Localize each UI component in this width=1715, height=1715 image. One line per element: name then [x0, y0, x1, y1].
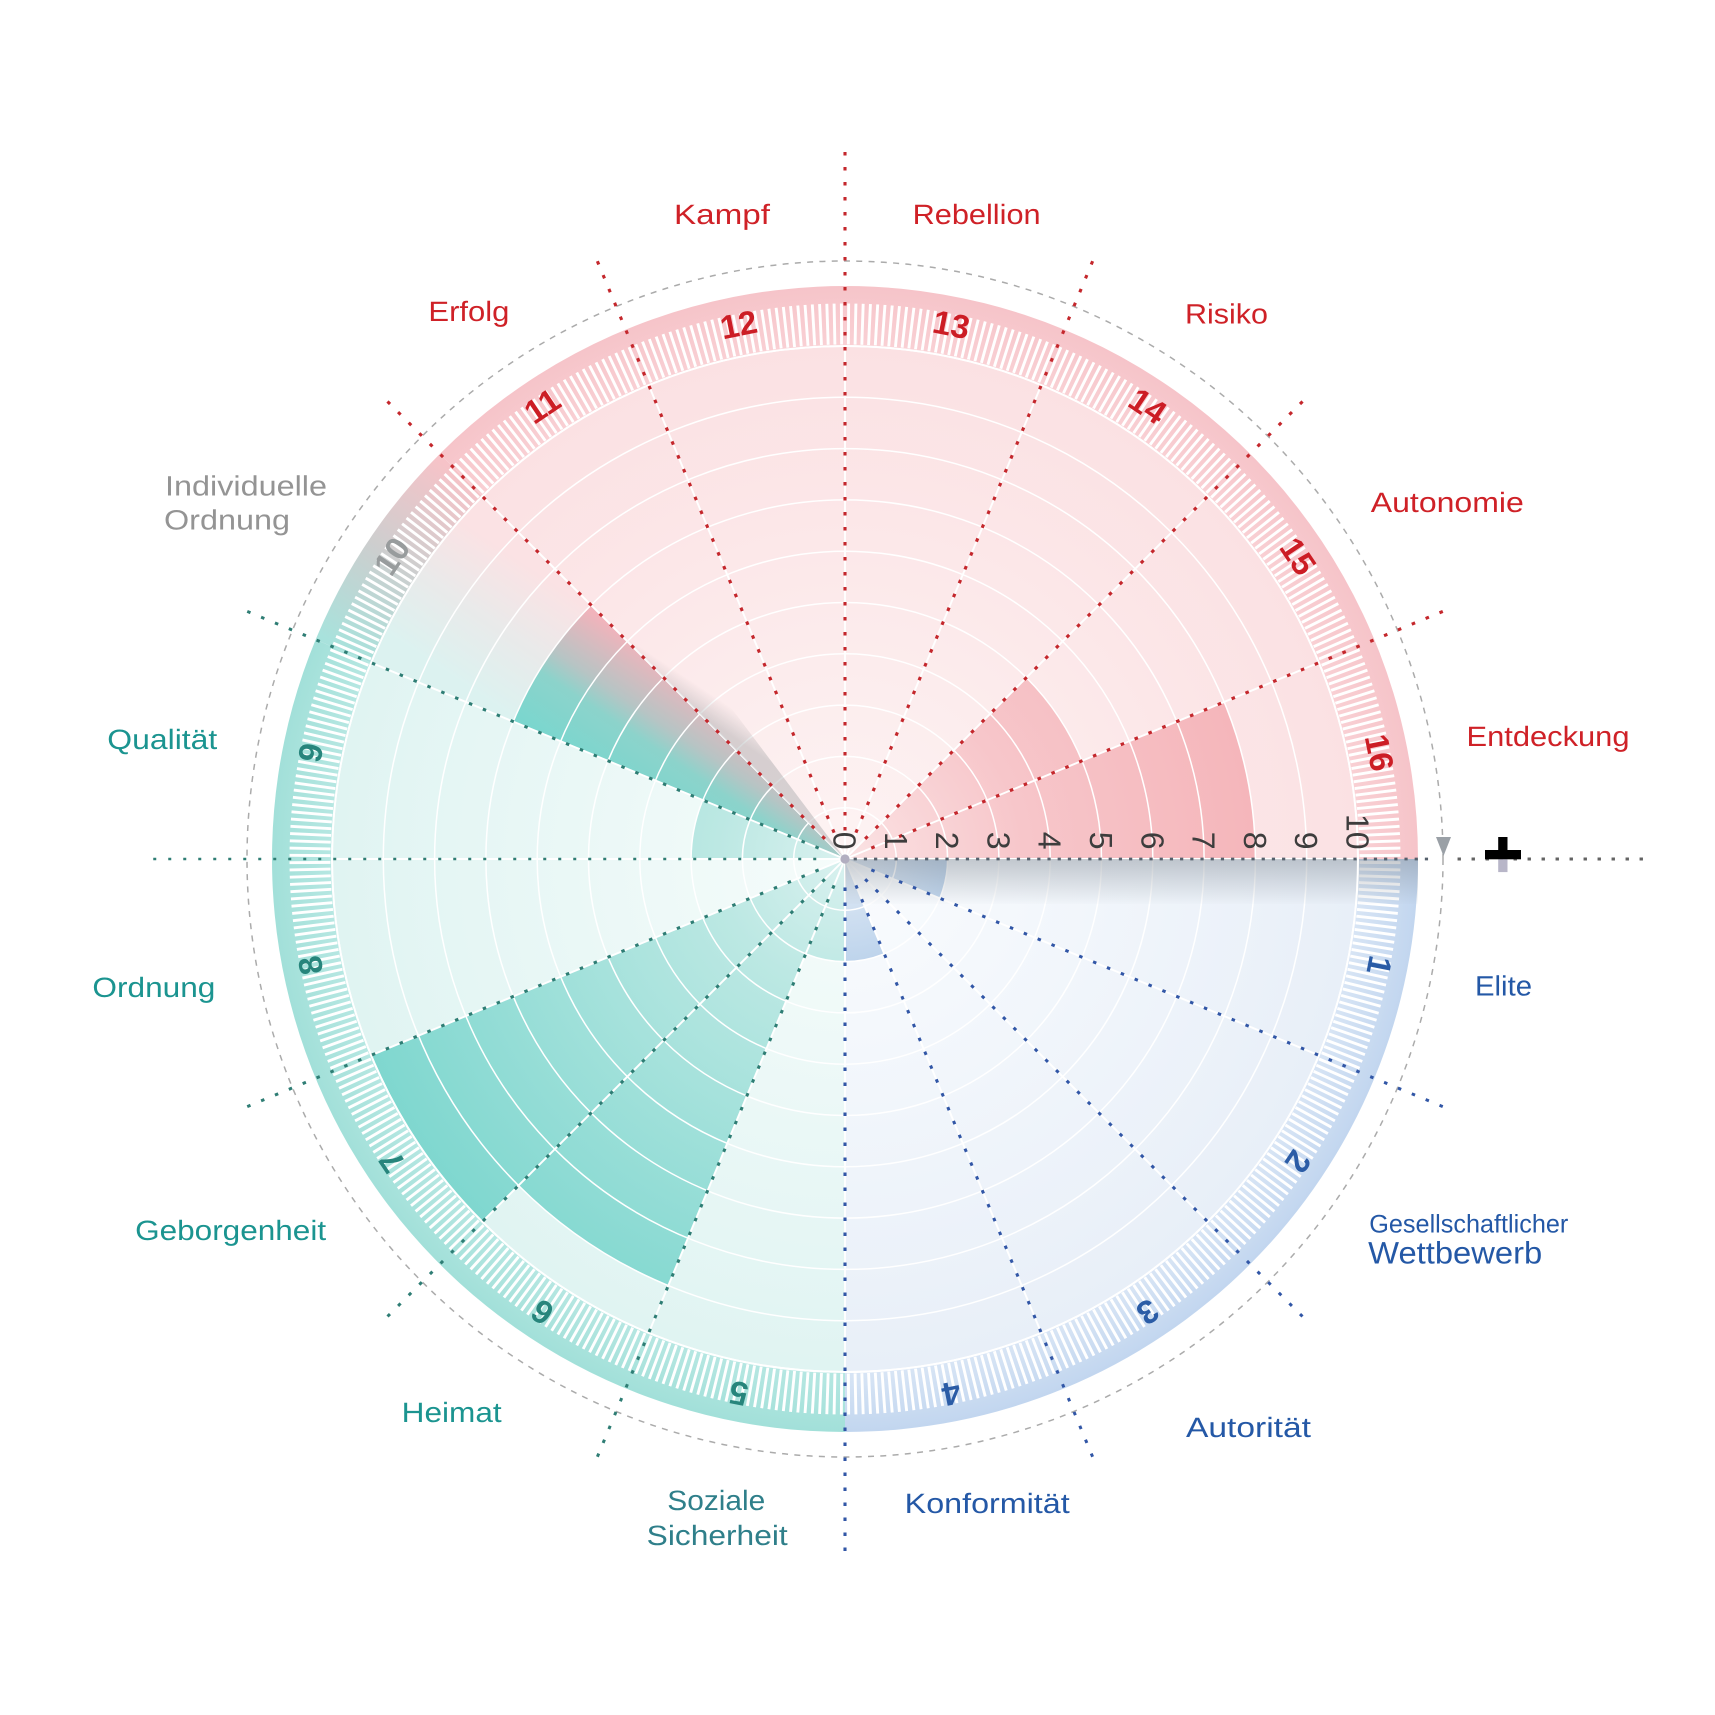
svg-text:Erfolg: Erfolg	[428, 296, 509, 327]
svg-text:4: 4	[1032, 832, 1068, 850]
svg-text:7: 7	[1186, 832, 1222, 850]
svg-text:Entdeckung: Entdeckung	[1467, 721, 1630, 752]
svg-text:Autorität: Autorität	[1186, 1412, 1311, 1443]
svg-text:Heimat: Heimat	[402, 1397, 502, 1428]
svg-text:12: 12	[717, 303, 760, 346]
svg-text:6: 6	[1134, 832, 1170, 850]
svg-text:Konformität: Konformität	[905, 1488, 1070, 1519]
svg-text:Gesellschaftlicher: Gesellschaftlicher	[1369, 1210, 1569, 1238]
svg-text:8: 8	[1237, 832, 1273, 850]
svg-text:10: 10	[1340, 814, 1376, 850]
svg-text:Individuelle: Individuelle	[165, 470, 327, 501]
svg-text:Geborgenheit: Geborgenheit	[135, 1215, 326, 1246]
svg-text:Risiko: Risiko	[1185, 299, 1268, 330]
svg-text:Elite: Elite	[1475, 971, 1532, 1002]
svg-text:Ordnung: Ordnung	[164, 505, 290, 536]
svg-text:16: 16	[1358, 731, 1401, 774]
svg-text:Soziale: Soziale	[667, 1485, 765, 1516]
svg-text:Wettbewerb: Wettbewerb	[1368, 1236, 1542, 1271]
svg-text:13: 13	[930, 303, 973, 346]
svg-text:Kampf: Kampf	[674, 199, 770, 230]
svg-text:Rebellion: Rebellion	[913, 199, 1041, 230]
svg-text:1: 1	[878, 832, 914, 850]
svg-text:Autonomie: Autonomie	[1371, 487, 1524, 518]
svg-text:Ordnung: Ordnung	[92, 972, 215, 1003]
svg-text:9: 9	[1288, 832, 1324, 850]
svg-text:5: 5	[1083, 832, 1119, 850]
svg-text:2: 2	[929, 832, 965, 850]
svg-text:Sicherheit: Sicherheit	[647, 1520, 788, 1551]
svg-text:Qualität: Qualität	[107, 724, 217, 755]
svg-text:3: 3	[980, 832, 1016, 850]
svg-text:0: 0	[827, 832, 863, 850]
